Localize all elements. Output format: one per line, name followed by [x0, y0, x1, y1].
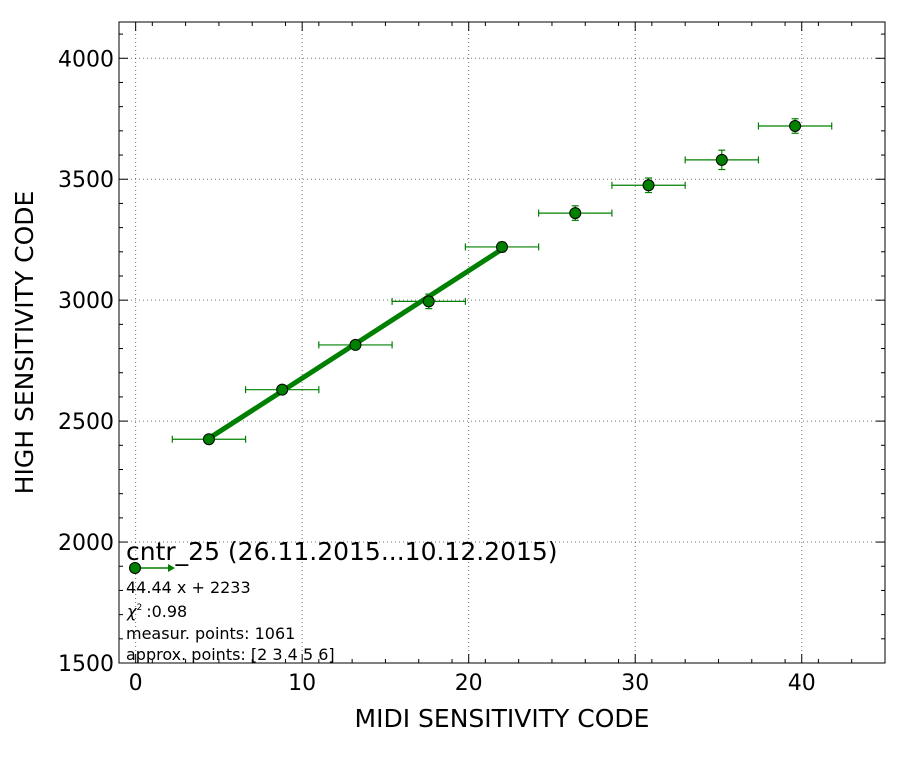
legend-marker — [129, 562, 141, 574]
x-tick-label: 40 — [788, 671, 816, 696]
y-tick-label: 2500 — [58, 410, 114, 435]
data-point — [789, 120, 802, 133]
y-tick-label: 3000 — [58, 289, 114, 314]
x-axis-label: MIDI SENSITIVITY CODE — [355, 704, 650, 733]
data-point — [422, 295, 435, 308]
data-point — [569, 207, 582, 220]
x-tick-label: 20 — [455, 671, 483, 696]
data-point — [496, 240, 508, 253]
legend: cntr_25 (26.11.2015...10.12.2015) 44.44 … — [126, 537, 558, 664]
y-tick-label: 2000 — [58, 531, 114, 556]
data-point — [276, 383, 289, 396]
tick-labels: 0 10 20 30 40 1500 2000 2500 3000 3500 4000 — [58, 47, 816, 696]
data-point — [349, 338, 362, 351]
x-tick-label: 30 — [621, 671, 649, 696]
x-tick-label: 10 — [288, 671, 316, 696]
data-points — [202, 120, 802, 446]
chi-value: :0.98 — [146, 602, 187, 621]
legend-approx-points: approx. points: [2 3 4 5 6] — [126, 645, 335, 664]
y-tick-label: 3500 — [58, 168, 114, 193]
x-tick-label: 0 — [129, 671, 143, 696]
chi-superscript: 2 — [136, 603, 142, 613]
legend-arrow-icon — [168, 564, 175, 572]
grid — [119, 22, 885, 664]
legend-chi-squared: χ2 :0.98 — [126, 602, 187, 621]
legend-title: cntr_25 (26.11.2015...10.12.2015) — [126, 537, 558, 566]
y-axis-label: HIGH SENSITIVITY CODE — [10, 191, 39, 495]
data-point — [642, 179, 655, 192]
chi-symbol: χ — [126, 602, 137, 621]
y-tick-label: 4000 — [58, 47, 114, 72]
data-point — [715, 153, 728, 166]
legend-measured-points: measur. points: 1061 — [126, 624, 295, 643]
error-bars — [171, 118, 833, 443]
plot-frame — [118, 21, 886, 664]
axis-ticks — [118, 22, 886, 664]
data-point — [202, 433, 215, 446]
legend-fit-equation: 44.44 x + 2233 — [126, 578, 251, 597]
y-tick-label: 1500 — [58, 652, 114, 677]
